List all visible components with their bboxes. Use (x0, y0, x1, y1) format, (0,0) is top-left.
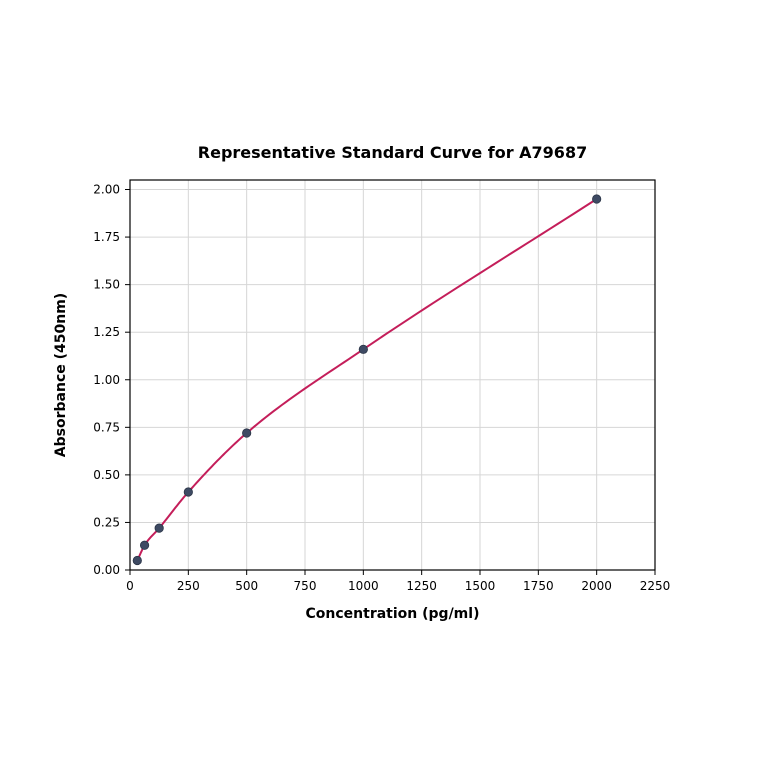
x-tick-label: 1500 (465, 579, 496, 593)
chart-container: 0 250 500 750 1000 1250 1500 1750 2000 2250 0.00 0.… (0, 0, 764, 764)
data-point (359, 345, 367, 353)
y-tick-label: 0.25 (93, 515, 120, 529)
data-point (592, 195, 600, 203)
x-tick-label: 1250 (406, 579, 437, 593)
x-axis-label: Concentration (pg/ml) (306, 606, 480, 622)
x-tick-label: 2250 (640, 579, 671, 593)
data-point (140, 541, 148, 549)
data-point (242, 429, 250, 437)
y-tick-label: 1.75 (93, 230, 120, 244)
x-tick-label: 1000 (348, 579, 379, 593)
x-tick-label: 0 (126, 579, 134, 593)
y-tick-label: 1.25 (93, 325, 120, 339)
y-axis-label: Absorbance (450nm) (53, 293, 69, 457)
y-tick-label: 1.50 (93, 278, 120, 292)
chart-title: Representative Standard Curve for A79687 (198, 143, 587, 162)
standard-curve-chart: 0 250 500 750 1000 1250 1500 1750 2000 2250 0.00 0.… (0, 0, 764, 764)
y-tick-label: 0.75 (93, 420, 120, 434)
x-tick-label: 2000 (581, 579, 612, 593)
x-tick-label: 750 (294, 579, 317, 593)
x-tick-label: 1750 (523, 579, 554, 593)
x-tick-label: 500 (235, 579, 258, 593)
data-point (155, 524, 163, 532)
y-tick-label: 1.00 (93, 373, 120, 387)
y-tick-label: 0.00 (93, 563, 120, 577)
y-tick-label: 0.50 (93, 468, 120, 482)
data-point (184, 488, 192, 496)
x-tick-label: 250 (177, 579, 200, 593)
data-point (133, 556, 141, 564)
y-tick-label: 2.00 (93, 183, 120, 197)
